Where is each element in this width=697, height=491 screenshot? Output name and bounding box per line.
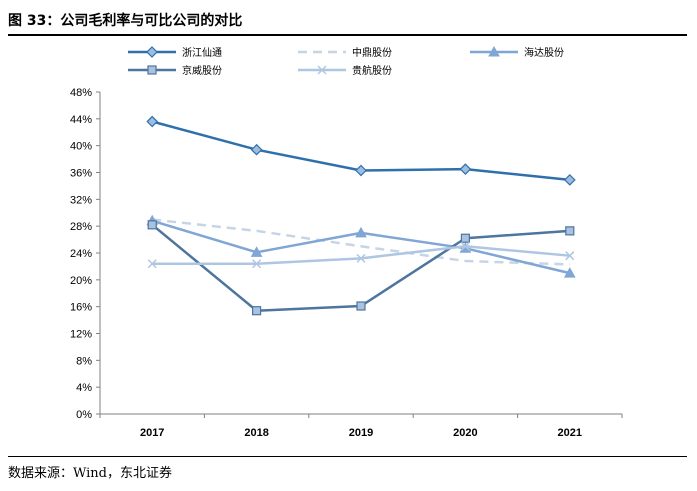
data-point: [147, 220, 157, 230]
legend-marker: [146, 46, 158, 58]
data-point: [460, 241, 470, 251]
legend-marker: [317, 65, 327, 75]
data-point: [459, 163, 472, 175]
data-point: [565, 226, 575, 236]
y-tick-label: 48%: [70, 87, 92, 99]
legend-label: 贵航股份: [352, 64, 392, 77]
y-tick-label: 20%: [70, 275, 92, 287]
data-point: [460, 233, 470, 243]
source-note: 数据来源：Wind，东北证券: [8, 466, 172, 481]
x-tick-label: 2021: [558, 427, 582, 439]
y-tick-label: 36%: [70, 168, 92, 180]
data-point: [355, 226, 367, 238]
data-point: [356, 253, 366, 263]
y-tick-label: 16%: [70, 302, 92, 314]
x-tick-label: 2017: [140, 427, 164, 439]
data-point: [355, 164, 367, 177]
y-tick-label: 28%: [70, 221, 92, 233]
legend-marker: [147, 65, 157, 75]
legend-label: 浙江仙通: [182, 46, 222, 59]
x-tick-label: 2018: [244, 427, 268, 439]
legend-label: 京威股份: [182, 64, 222, 77]
data-point: [563, 174, 576, 186]
series-line: [152, 245, 570, 265]
title-rule: [8, 34, 687, 36]
data-point: [250, 143, 263, 156]
y-tick-label: 24%: [70, 248, 92, 260]
y-tick-label: 4%: [76, 382, 92, 394]
y-tick-label: 12%: [70, 329, 92, 341]
legend-label: 中鼎股份: [352, 46, 392, 59]
x-tick-label: 2019: [349, 427, 373, 439]
y-tick-label: 40%: [70, 141, 92, 153]
y-tick-label: 0%: [76, 409, 92, 421]
series-line: [151, 223, 570, 312]
y-tick-label: 8%: [76, 355, 92, 367]
y-tick-label: 32%: [70, 194, 92, 206]
data-point: [356, 301, 366, 311]
line-chart: 0% 4% 8% 12% 16% 20% 24% 28% 32% 36% 40% 44% 48% 2017…: [70, 45, 623, 439]
data-point: [147, 259, 157, 269]
data-point: [563, 267, 576, 278]
data-point: [565, 251, 575, 261]
legend-label: 海达股份: [524, 46, 564, 59]
data-point: [252, 259, 262, 269]
x-tick-label: 2020: [453, 427, 477, 439]
legend-marker: [488, 45, 500, 57]
data-point: [252, 306, 262, 316]
series-line: [152, 218, 570, 266]
figure-title: 图 33：公司毛利率与可比公司的对比: [8, 13, 243, 29]
y-tick-label: 44%: [70, 114, 92, 126]
footer-rule: [8, 456, 687, 457]
data-point: [146, 115, 159, 128]
data-point: [250, 246, 263, 257]
